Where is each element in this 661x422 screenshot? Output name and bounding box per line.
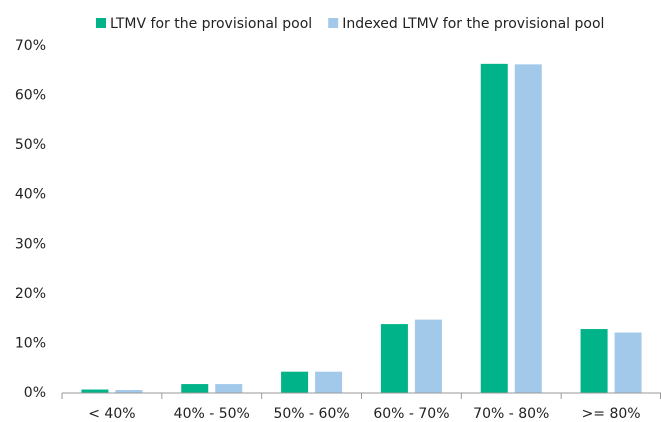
y-tick-label: 30%	[15, 236, 46, 252]
x-tick-label: 70% - 80%	[473, 406, 549, 422]
bar	[480, 63, 508, 394]
bar	[81, 389, 109, 393]
legend-swatch	[328, 18, 339, 28]
legend-label: Indexed LTMV for the provisional pool	[342, 16, 604, 32]
y-tick-label: 60%	[15, 88, 46, 104]
y-tick-label: 50%	[15, 137, 46, 153]
bar	[181, 384, 209, 393]
bar	[315, 371, 343, 393]
bar	[215, 384, 243, 393]
x-tick-label: 50% - 60%	[273, 406, 349, 422]
y-tick-label: 20%	[15, 286, 46, 302]
x-tick-label: >= 80%	[582, 406, 641, 422]
y-tick-label: 70%	[15, 38, 46, 54]
x-tick-label: 40% - 50%	[174, 406, 250, 422]
bar	[580, 329, 608, 393]
y-tick-label: 10%	[15, 335, 46, 351]
bar	[514, 64, 542, 393]
legend-swatch	[96, 18, 106, 28]
legend-label: LTMV for the provisional pool	[110, 16, 312, 32]
bar	[115, 390, 143, 393]
bar	[414, 319, 442, 393]
x-tick-label: 60% - 70%	[373, 406, 449, 422]
y-tick-label: 40%	[15, 187, 46, 203]
y-tick-label: 0%	[24, 385, 46, 401]
bar	[614, 332, 642, 393]
x-tick-label: < 40%	[88, 406, 135, 422]
bar	[380, 324, 408, 393]
bar	[281, 371, 309, 393]
